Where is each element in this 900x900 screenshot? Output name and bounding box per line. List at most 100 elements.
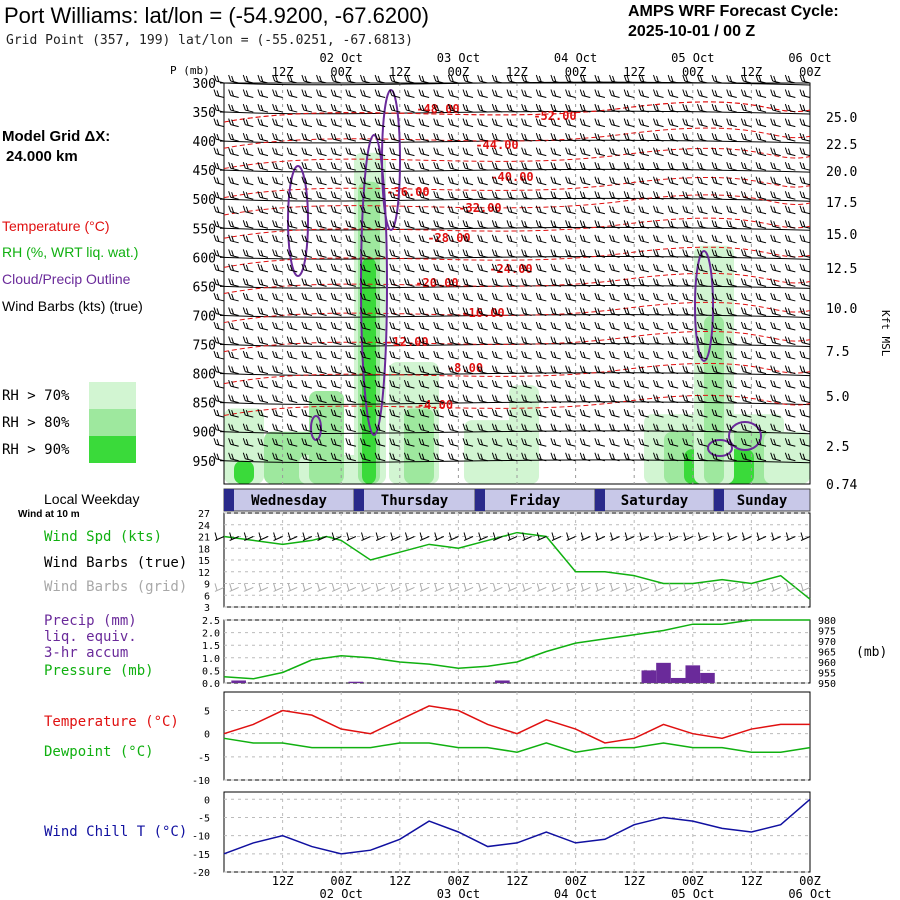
wind-barb-grid	[566, 583, 576, 592]
wind-barb-grid	[595, 583, 606, 592]
wind-barbs-grid-label: Wind Barbs (grid)	[44, 579, 188, 595]
isobar-line	[223, 139, 811, 144]
top-time-tick: 00Z	[565, 65, 587, 79]
weekday-divider	[475, 489, 485, 511]
isobar-line	[223, 372, 811, 377]
temperature-contour-label: -8.00	[447, 361, 483, 375]
pressure-tick-label: 960	[818, 658, 836, 669]
cloud-outline	[728, 421, 762, 451]
weekday-label: Saturday	[621, 493, 689, 509]
wind-barb-true	[492, 532, 503, 541]
wind-barb-grid	[668, 583, 679, 592]
wind-barb-grid	[331, 583, 342, 592]
wind-barb-grid	[639, 583, 650, 592]
isobar-line	[223, 459, 811, 464]
wind-tick-label: 12	[198, 568, 210, 579]
bottom-time-tick: 00Z	[448, 874, 470, 888]
rh80-swatch	[89, 409, 136, 436]
wind-barb-true	[683, 532, 694, 541]
height-tick-label: 10.0	[826, 302, 857, 317]
weekday-divider	[354, 489, 364, 511]
weekday-divider	[595, 489, 605, 511]
precip-bar	[670, 677, 686, 683]
top-time-tick: 12Z	[741, 65, 763, 79]
temperature-contour	[223, 194, 811, 216]
precip-bar	[656, 662, 671, 683]
isobar-line	[223, 110, 811, 115]
precip-tick-label: 1.5	[202, 641, 220, 652]
bottom-date-tick: 06 Oct	[788, 887, 831, 900]
height-tick-label: 0.74	[826, 478, 857, 493]
cloud-legend: Cloud/Precip Outline	[2, 271, 131, 287]
temperature-line	[223, 705, 810, 744]
wind-barb-grid	[536, 583, 547, 592]
wind-barb-true	[273, 532, 283, 541]
top-time-tick: 00Z	[799, 65, 821, 79]
accum-label: 3-hr accum	[44, 645, 129, 661]
wind-barb-grid	[478, 583, 488, 592]
height-tick-label: 20.0	[826, 165, 857, 180]
pressure-tick-label: 450	[193, 164, 216, 179]
wind-barb-true	[390, 532, 401, 541]
bottom-time-tick: 12Z	[506, 874, 528, 888]
wind-barb-grid	[243, 583, 254, 592]
windchill-panel-frame	[223, 791, 811, 873]
wind-barb-true	[375, 532, 386, 541]
temperature-contour-label: -12.00	[385, 335, 428, 349]
temperature-contour-label: -4.00	[417, 398, 453, 412]
forecast-title: AMPS WRF Forecast Cycle:	[628, 3, 839, 20]
isobar-line	[223, 401, 811, 406]
wind-chill-label: Wind Chill T (°C)	[44, 824, 188, 840]
wind-barb-grid	[756, 583, 767, 592]
temperature-legend: Temperature (°C)	[2, 218, 110, 234]
wind-barb-true	[346, 532, 357, 541]
wind-barb-true	[639, 532, 650, 541]
liq-equiv-label: liq. equiv.	[44, 629, 137, 645]
wind-barb-grid	[683, 583, 694, 592]
top-time-tick: 12Z	[623, 65, 645, 79]
wind-barb-true	[434, 532, 444, 541]
bottom-time-tick: 00Z	[799, 874, 821, 888]
wind-barb-true	[624, 532, 635, 541]
wind-barb-true	[536, 532, 547, 541]
temperature-contour	[223, 101, 811, 123]
wind-barb-grid	[610, 583, 620, 592]
temp-tick-label: 5	[204, 707, 210, 718]
wind-barb-grid	[229, 583, 239, 592]
wind-tick-label: 18	[198, 544, 210, 555]
wind-barb-grid	[448, 583, 459, 592]
top-time-tick: 00Z	[330, 65, 352, 79]
bottom-time-tick: 12Z	[389, 874, 411, 888]
wind-barb-true	[507, 532, 518, 541]
pressure-tick-label: 980	[818, 616, 836, 627]
wind-barb-true	[463, 532, 474, 541]
wind-barb-true	[214, 532, 225, 541]
top-date-tick: 05 Oct	[671, 51, 714, 65]
wind-barb-true	[478, 532, 488, 541]
pressure-tick-label: 965	[818, 648, 836, 659]
temp-tick-label: 0	[204, 730, 210, 741]
temperature-contour	[223, 246, 811, 268]
cloud-outline	[694, 250, 714, 362]
wind-barb-true	[668, 532, 679, 541]
wind-barb-grid	[434, 583, 444, 592]
wind-barb-grid	[800, 583, 811, 592]
temp-tick-label: -10	[192, 776, 210, 787]
height-tick-label: 5.0	[826, 390, 849, 405]
temperature-contour	[223, 272, 811, 294]
pressure-tick-label: 600	[193, 251, 216, 266]
pressure-tick-label: 950	[193, 455, 216, 470]
wind-barb-true	[756, 532, 767, 541]
wind-tick-label: 3	[204, 603, 210, 614]
wind-tick-label: 21	[198, 533, 210, 544]
cloud-outline	[381, 89, 401, 231]
wind-barb-grid	[419, 583, 430, 592]
precip-tick-label: 0.0	[202, 679, 220, 690]
pressure-label: Pressure (mb)	[44, 663, 154, 679]
temperature-contour-label: -20.00	[415, 276, 458, 290]
pressure-line	[223, 619, 810, 680]
cloud-outline	[360, 134, 388, 436]
rh70-swatch	[89, 382, 136, 409]
wind-barb-true	[697, 532, 708, 541]
wind-barb-grid	[580, 583, 591, 592]
